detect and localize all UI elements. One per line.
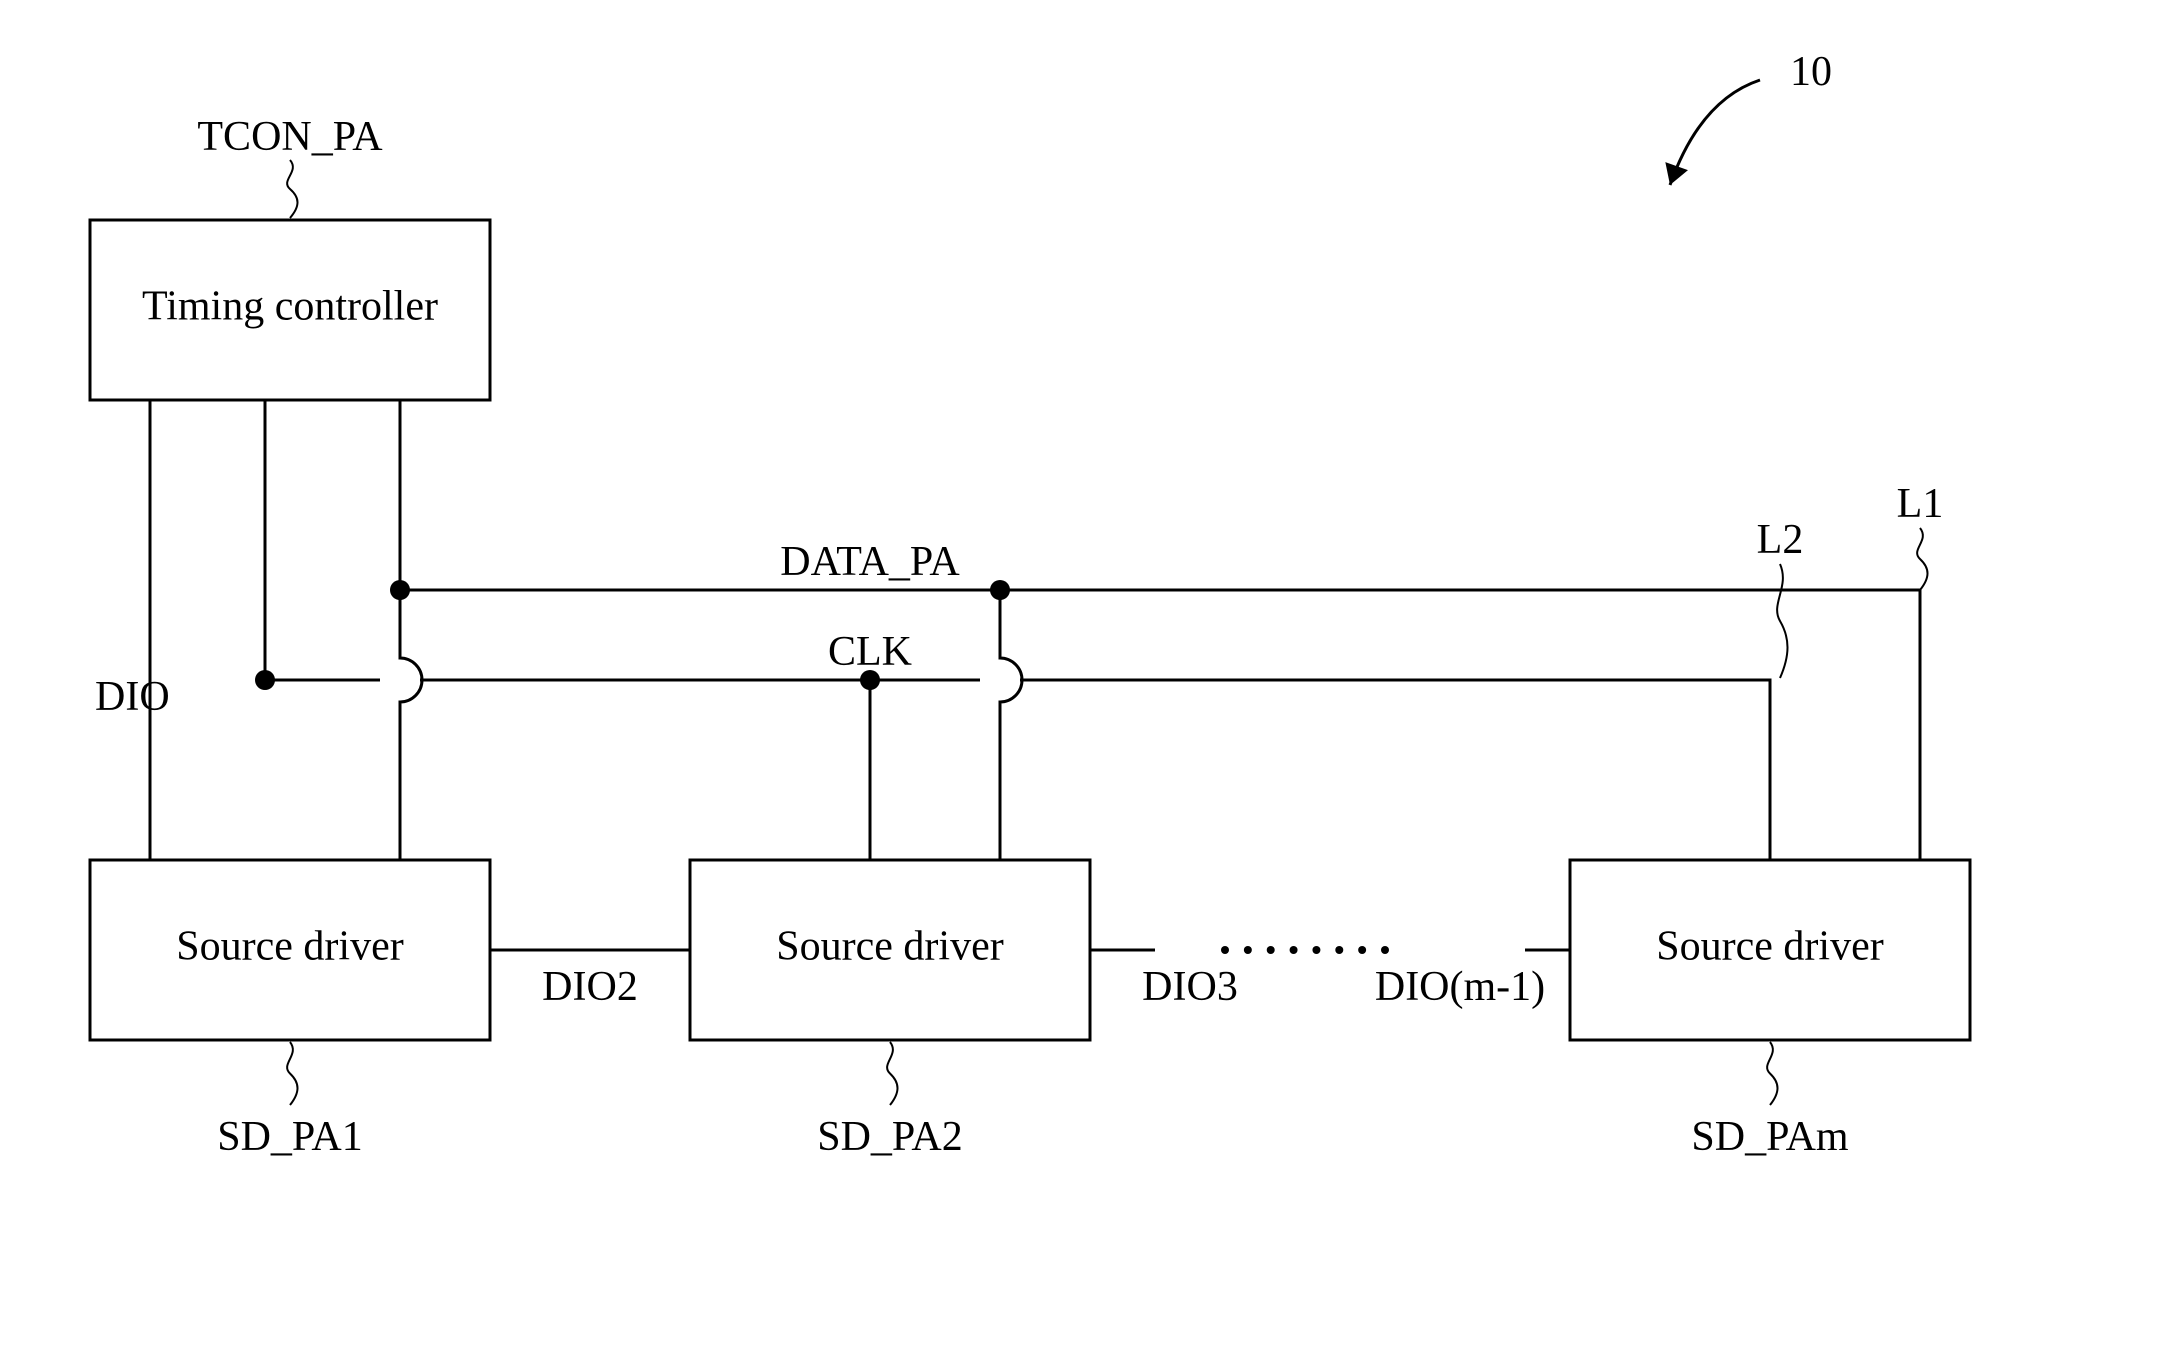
junction-dot: [255, 670, 275, 690]
wire-data-drop-sd2: [1000, 590, 1022, 860]
wire-data-drop-sd1: [400, 590, 422, 860]
buslabel-diom: DIO(m-1): [1375, 964, 1545, 1010]
pinlabel-sd2: SD_PA2: [817, 1114, 963, 1160]
buslabel-l2-leader: [1777, 564, 1787, 678]
block-diagram: 10 Timing controller Source driver Source d…: [0, 0, 2175, 1360]
figure-ref-label: 10: [1790, 49, 1832, 95]
ellipsis-dot: [1290, 946, 1298, 954]
pinlabel-tcon-leader: [287, 160, 297, 218]
ellipsis-dot: [1312, 946, 1320, 954]
wire-data-bus-l1: [400, 400, 1920, 860]
buslabel-l2: L2: [1757, 517, 1804, 563]
ellipsis-dot: [1267, 946, 1275, 954]
buslabel-data: DATA_PA: [780, 539, 960, 585]
pinlabel-sdm: SD_PAm: [1691, 1114, 1849, 1160]
ellipsis-dot: [1335, 946, 1343, 954]
buslabel-dio: DIO: [95, 674, 170, 720]
junction-dot: [990, 580, 1010, 600]
pinlabel-sd1: SD_PA1: [217, 1114, 363, 1160]
ellipsis-dot: [1358, 946, 1366, 954]
buslabel-dio3: DIO3: [1142, 964, 1238, 1010]
ellipsis-dot: [1244, 946, 1252, 954]
block-sdm-label: Source driver: [1656, 924, 1883, 970]
ellipsis-dot: [1221, 946, 1229, 954]
block-sd2-label: Source driver: [776, 924, 1003, 970]
block-tcon-label: Timing controller: [142, 284, 438, 330]
buslabel-l1-leader: [1917, 528, 1927, 590]
junction-dot: [390, 580, 410, 600]
buslabel-dio2: DIO2: [542, 964, 638, 1010]
pinlabel-sdm-leader: [1767, 1042, 1777, 1105]
ellipsis-dot: [1381, 946, 1389, 954]
buslabel-l1: L1: [1897, 481, 1944, 527]
block-sd1-label: Source driver: [176, 924, 403, 970]
pinlabel-sd2-leader: [887, 1042, 897, 1105]
pinlabel-sd1-leader: [287, 1042, 297, 1105]
buslabel-clk: CLK: [828, 629, 912, 675]
pinlabel-tcon: TCON_PA: [197, 114, 383, 160]
wire-clk-bus-l2: [265, 400, 1770, 860]
